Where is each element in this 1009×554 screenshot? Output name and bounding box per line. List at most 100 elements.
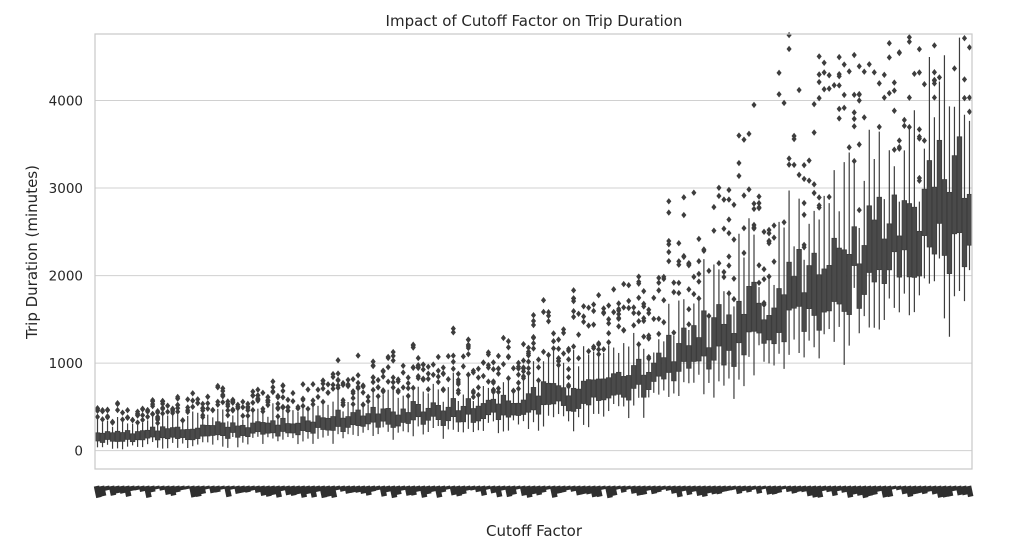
outlier-point	[836, 105, 842, 113]
outlier-point	[305, 405, 311, 413]
outlier-point	[681, 252, 687, 260]
outlier-point	[415, 374, 421, 382]
outlier-point	[771, 234, 777, 241]
box	[876, 196, 882, 271]
box	[475, 405, 482, 422]
outlier-point	[726, 262, 732, 269]
box	[185, 429, 191, 441]
box	[801, 292, 807, 332]
box	[139, 430, 146, 441]
x-tick-label	[645, 485, 652, 492]
outlier-point	[816, 78, 822, 86]
outlier-point	[616, 310, 622, 318]
box	[641, 374, 647, 398]
outlier-point	[150, 410, 156, 418]
x-tick-label	[835, 485, 842, 492]
outlier-point	[641, 315, 647, 322]
outlier-point	[761, 275, 767, 283]
outlier-point	[756, 262, 762, 269]
outlier-point	[666, 237, 672, 245]
outlier-point	[425, 363, 431, 371]
outlier-point	[786, 161, 792, 168]
box	[435, 405, 441, 421]
outlier-point	[215, 398, 221, 405]
box	[330, 416, 336, 431]
outlier-point	[465, 371, 471, 378]
outlier-point	[681, 211, 687, 219]
outlier-point	[881, 94, 887, 101]
x-tick-label	[489, 485, 497, 494]
box	[375, 413, 381, 428]
x-tick-label	[660, 485, 667, 491]
outlier-point	[200, 412, 206, 419]
box	[656, 352, 662, 377]
x-tick-label	[474, 485, 482, 493]
outlier-point	[856, 63, 862, 70]
outlier-point	[445, 376, 451, 383]
x-tick-label	[730, 485, 737, 491]
box	[621, 376, 627, 398]
outlier-point	[651, 315, 657, 323]
outlier-point	[656, 330, 662, 338]
outlier-point	[520, 374, 527, 382]
box	[585, 379, 592, 406]
box	[956, 136, 963, 234]
outlier-point	[811, 129, 817, 136]
box	[545, 382, 552, 405]
x-tick-label	[214, 485, 221, 493]
outlier-point	[641, 333, 647, 340]
outlier-point	[425, 386, 431, 393]
outlier-point	[796, 171, 802, 179]
outlier-point	[791, 161, 797, 169]
box	[250, 422, 256, 434]
outlier-point	[571, 287, 577, 294]
box	[736, 300, 742, 344]
outlier-point	[160, 405, 166, 413]
outlier-point	[721, 196, 727, 203]
box	[701, 310, 707, 357]
outlier-point	[596, 291, 602, 299]
outlier-point	[856, 97, 862, 104]
outlier-point	[601, 346, 607, 353]
box	[345, 416, 351, 428]
x-tick-label	[965, 485, 974, 498]
outlier-point	[596, 341, 602, 348]
outlier-point	[515, 385, 522, 392]
outlier-point	[435, 353, 441, 361]
outlier-point	[756, 279, 762, 287]
outlier-point	[656, 315, 662, 322]
outlier-point	[656, 287, 662, 294]
outlier-point	[961, 76, 968, 83]
outlier-point	[906, 94, 912, 101]
outlier-point	[380, 373, 386, 380]
outlier-point	[205, 400, 211, 407]
outlier-point	[390, 379, 396, 386]
box	[510, 402, 517, 416]
outlier-point	[661, 297, 667, 304]
outlier-point	[636, 310, 642, 317]
y-tick-label: 3000	[49, 181, 83, 197]
outlier-point	[320, 377, 326, 384]
outlier-point	[801, 211, 807, 218]
outlier-point	[290, 389, 296, 397]
outlier-point	[215, 382, 221, 390]
outlier-point	[520, 368, 527, 375]
outlier-point	[285, 404, 291, 411]
x-tick-label	[780, 485, 787, 490]
outlier-point	[631, 309, 637, 317]
outlier-point	[921, 81, 927, 88]
box	[395, 414, 401, 427]
outlier-point	[155, 419, 161, 427]
outlier-point	[109, 418, 116, 426]
outlier-point	[591, 307, 597, 315]
box	[225, 426, 231, 439]
x-tick-label	[339, 485, 346, 492]
outlier-point	[180, 417, 186, 424]
y-tick-label: 2000	[49, 269, 83, 285]
outlier-point	[330, 385, 336, 392]
x-tick-label	[314, 485, 321, 493]
outlier-point	[210, 406, 216, 414]
box	[916, 230, 923, 277]
outlier-point	[631, 304, 637, 311]
outlier-point	[596, 351, 602, 358]
